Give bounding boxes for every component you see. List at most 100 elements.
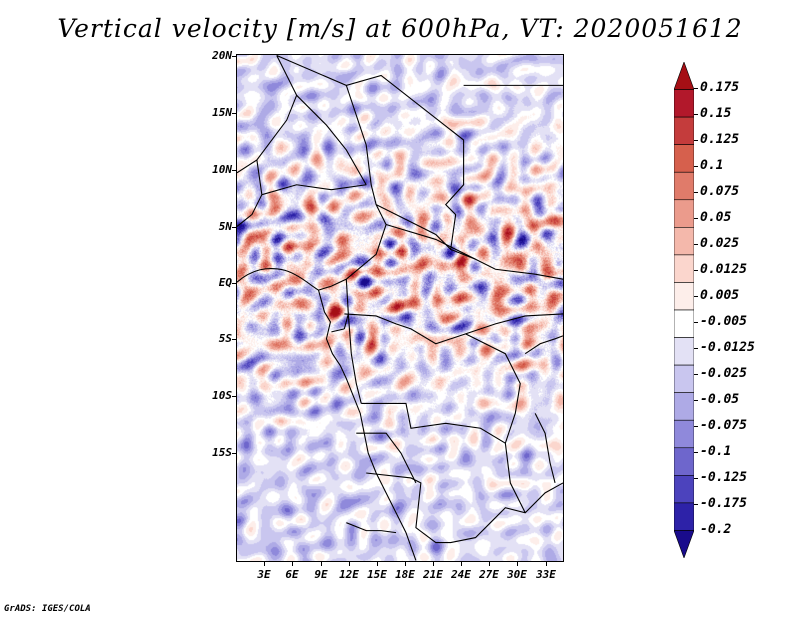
- longitude-label: 24E: [451, 568, 471, 581]
- longitude-label: 30E: [507, 568, 527, 581]
- colorbar-label: -0.125: [700, 470, 747, 485]
- colorbar-label: -0.175: [700, 496, 747, 511]
- border: [296, 94, 367, 186]
- colorbar-tick: [694, 322, 698, 323]
- colorbar-segment: [674, 89, 694, 118]
- longitude-tick: [517, 561, 518, 566]
- country-borders: [237, 55, 563, 561]
- border: [366, 472, 563, 544]
- colorbar-tick: [694, 374, 698, 375]
- latitude-label: 5S: [218, 332, 232, 345]
- colorbar-label: 0.0125: [700, 262, 747, 277]
- latitude-label: 15S: [212, 446, 232, 459]
- colorbar-label: -0.005: [700, 314, 747, 329]
- colorbar-tick: [694, 88, 698, 89]
- colorbar-tick: [694, 218, 698, 219]
- longitude-tick: [292, 561, 293, 566]
- colorbar-label: -0.025: [700, 366, 747, 381]
- colorbar-label: -0.0125: [700, 340, 755, 355]
- colorbar-segment: [674, 530, 694, 558]
- colorbar-tick: [694, 244, 698, 245]
- latitude-label: 10S: [212, 389, 232, 402]
- latitude-tick: [232, 227, 237, 228]
- border: [345, 85, 452, 250]
- border: [261, 184, 367, 196]
- colorbar-label: 0.1: [700, 158, 724, 173]
- latitude-tick: [232, 113, 237, 114]
- latitude-label: EQ: [218, 276, 232, 289]
- colorbar-segment: [674, 116, 694, 145]
- longitude-label: 9E: [314, 568, 328, 581]
- latitude-label: 5N: [218, 220, 232, 233]
- colorbar-segment: [674, 144, 694, 173]
- longitude-label: 3E: [257, 568, 271, 581]
- colorbar-segment: [674, 337, 694, 366]
- chart-title: Vertical velocity [m/s] at 600hPa, VT: 2…: [57, 14, 743, 43]
- latitude-tick: [232, 283, 237, 284]
- colorbar-tick: [694, 270, 698, 271]
- colorbar-label: 0.075: [700, 184, 740, 199]
- colorbar-tick: [694, 114, 698, 115]
- colorbar-label: 0.005: [700, 288, 740, 303]
- colorbar-tick: [694, 348, 698, 349]
- longitude-tick: [377, 561, 378, 566]
- colorbar-segment: [674, 171, 694, 201]
- colorbar-label: 0.125: [700, 132, 740, 147]
- border: [343, 279, 349, 330]
- colorbar-segment: [674, 447, 694, 476]
- colorbar-tick: [694, 296, 698, 297]
- longitude-tick: [321, 561, 322, 566]
- colorbar-segment: [674, 62, 694, 90]
- border: [237, 159, 263, 227]
- latitude-tick: [232, 339, 237, 340]
- grads-credit: GrADS: IGES/COLA: [4, 604, 91, 614]
- latitude-label: 15N: [212, 106, 232, 119]
- border: [356, 432, 417, 484]
- colorbar-segment: [674, 309, 694, 338]
- colorbar-tick: [694, 192, 698, 193]
- coastline: [237, 268, 417, 561]
- colorbar-segment: [674, 502, 694, 531]
- latitude-tick: [232, 453, 237, 454]
- colorbar-segment: [674, 254, 694, 283]
- colorbar: [674, 62, 694, 558]
- colorbar-label: 0.175: [700, 80, 740, 95]
- latitude-tick: [232, 396, 237, 397]
- border: [347, 313, 362, 404]
- colorbar-label: -0.2: [700, 522, 732, 537]
- colorbar-segment: [674, 392, 694, 421]
- longitude-tick: [433, 561, 434, 566]
- map-plot-area: [236, 54, 564, 562]
- colorbar-tick: [694, 140, 698, 141]
- colorbar-tick: [694, 452, 698, 453]
- longitude-label: 27E: [479, 568, 499, 581]
- border: [465, 333, 526, 513]
- colorbar-tick: [694, 166, 698, 167]
- latitude-tick: [232, 170, 237, 171]
- colorbar-label: -0.1: [700, 444, 732, 459]
- longitude-tick: [461, 561, 462, 566]
- colorbar-label: 0.15: [700, 106, 732, 121]
- colorbar-segment: [674, 364, 694, 393]
- border: [524, 335, 563, 355]
- longitude-tick: [489, 561, 490, 566]
- longitude-label: 12E: [339, 568, 359, 581]
- border: [344, 313, 563, 345]
- colorbar-tick: [694, 478, 698, 479]
- latitude-label: 20N: [212, 49, 232, 62]
- colorbar-label: 0.05: [700, 210, 732, 225]
- colorbar-segment: [674, 199, 694, 228]
- colorbar-label: -0.05: [700, 392, 740, 407]
- border: [385, 223, 476, 260]
- colorbar-tick: [694, 426, 698, 427]
- latitude-label: 10N: [212, 163, 232, 176]
- colorbar-segment: [674, 419, 694, 449]
- longitude-label: 21E: [423, 568, 443, 581]
- border: [237, 55, 298, 174]
- latitude-tick: [232, 56, 237, 57]
- colorbar-segment: [674, 227, 694, 256]
- border: [361, 402, 506, 444]
- border: [331, 328, 345, 333]
- border: [534, 413, 556, 484]
- border: [346, 522, 397, 534]
